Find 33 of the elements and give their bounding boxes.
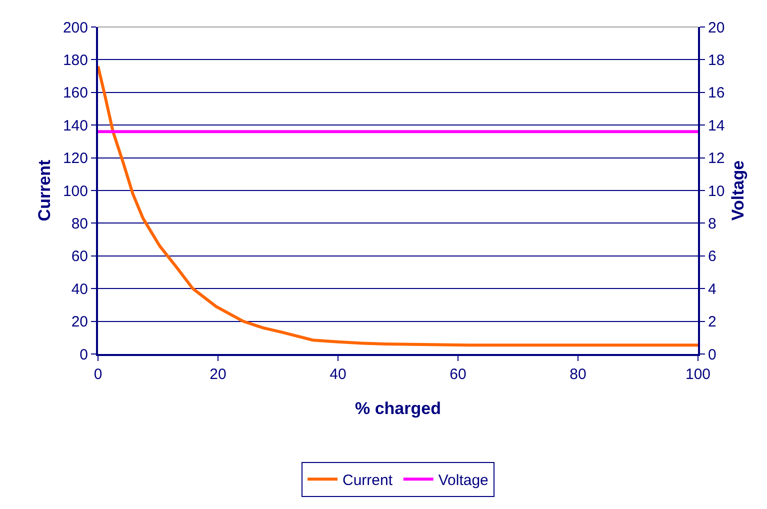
x-tick-label: 20 xyxy=(210,366,226,383)
y-tick-label: 180 xyxy=(62,52,88,69)
y2-tick-label: 2 xyxy=(708,314,716,331)
y-tick-label: 0 xyxy=(80,346,88,364)
x-tick-label: 60 xyxy=(450,366,466,383)
y-tick-label: 60 xyxy=(71,248,88,266)
legend-label: Current xyxy=(342,472,394,490)
y2-tick-label: 0 xyxy=(708,346,716,364)
y2-tick-label: 8 xyxy=(708,215,716,232)
y-tick-label: 200 xyxy=(62,19,88,36)
y2-axis-title: Voltage xyxy=(728,160,748,221)
y-tick-label: 80 xyxy=(71,215,88,232)
y-tick-label: 100 xyxy=(62,182,88,200)
y2-tick-label: 16 xyxy=(708,84,725,102)
y2-tick-label: 18 xyxy=(708,52,725,69)
y-tick-label: 140 xyxy=(62,117,88,134)
x-tick-label: 80 xyxy=(570,366,586,383)
y2-tick-label: 14 xyxy=(708,117,725,134)
y-tick-label: 20 xyxy=(71,314,88,331)
y-tick-label: 120 xyxy=(62,150,88,168)
legend-label: Voltage xyxy=(438,472,488,490)
y2-tick-label: 10 xyxy=(708,182,725,200)
y2-tick-label: 6 xyxy=(708,248,716,266)
x-tick-label: 40 xyxy=(330,366,346,383)
x-axis-title: % charged xyxy=(355,398,441,418)
y2-tick-label: 20 xyxy=(708,19,725,36)
y2-tick-label: 12 xyxy=(708,150,725,168)
x-tick-label: 100 xyxy=(685,366,711,383)
x-tick-label: 0 xyxy=(94,366,102,383)
y2-tick-label: 4 xyxy=(708,280,716,298)
y-tick-label: 160 xyxy=(62,84,88,102)
y-axis-title: Current xyxy=(35,159,54,222)
y-tick-label: 40 xyxy=(71,280,88,298)
